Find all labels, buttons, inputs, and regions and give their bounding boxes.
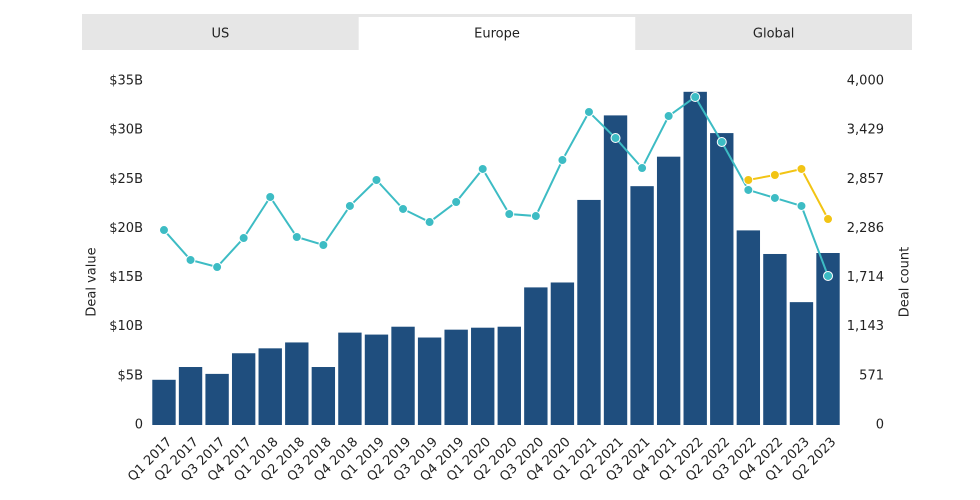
bar (630, 186, 654, 425)
tab[interactable] (358, 17, 636, 53)
line-point (344, 200, 355, 211)
line-point (398, 203, 409, 214)
y-tick-label: 0 (135, 418, 143, 433)
line-point (371, 174, 382, 185)
bar (603, 115, 628, 426)
bar (550, 282, 575, 425)
y-tick-label: $10B (109, 319, 143, 334)
bar (364, 334, 389, 425)
tab-bar: US Europe Global (82, 14, 912, 53)
line-point (743, 174, 754, 185)
line-point (663, 111, 674, 122)
y2-axis-label: Deal count (898, 247, 913, 317)
line-point (583, 106, 594, 117)
line (748, 167, 829, 220)
tab[interactable] (82, 14, 359, 50)
line-point (238, 233, 249, 244)
bar (205, 373, 229, 425)
y2-tick-label: 2,857 (847, 172, 884, 187)
tab-label[interactable]: US (211, 27, 229, 42)
y2-tick-label: 4,000 (847, 74, 884, 89)
bar (789, 302, 814, 425)
line-point (265, 192, 276, 203)
line-point (796, 163, 807, 174)
bar (471, 327, 495, 425)
bar (710, 133, 734, 425)
line-point (796, 200, 807, 211)
line-point (318, 240, 329, 251)
y-tick-label: $5B (118, 368, 143, 383)
line-point (557, 155, 568, 166)
bar (417, 337, 442, 425)
line-point (530, 211, 541, 222)
y-tick-label: $15B (109, 270, 143, 285)
y-tick-label: $20B (109, 221, 143, 236)
tab[interactable] (635, 14, 912, 50)
bar (231, 353, 256, 425)
line-point (769, 192, 780, 203)
line-point (504, 209, 515, 220)
line-point (477, 163, 488, 174)
line-point (212, 262, 223, 273)
bar (656, 156, 681, 425)
line-point (158, 225, 169, 236)
y2-tick-label: 2,286 (847, 221, 884, 236)
tab-label[interactable]: Europe (474, 27, 520, 42)
tab-label[interactable]: Global (753, 27, 794, 42)
line-point (743, 184, 754, 195)
y-tick-label: $25B (109, 172, 143, 187)
line-point (185, 254, 196, 265)
line-point (690, 91, 701, 102)
bar (258, 348, 282, 425)
y2-tick-label: 1,714 (847, 270, 884, 285)
bar (524, 287, 548, 425)
bar (338, 332, 362, 425)
line-point (769, 169, 780, 180)
y2-tick-label: 0 (876, 418, 884, 433)
bar (497, 326, 521, 425)
y2-tick-label: 571 (859, 368, 884, 383)
y-tick-label: $30B (109, 123, 143, 138)
line-point (424, 217, 435, 228)
y-axis-label: Deal value (85, 247, 100, 316)
bar (683, 91, 707, 425)
bar (736, 230, 761, 425)
bar (285, 342, 309, 425)
line-point (451, 197, 462, 208)
line-point (610, 133, 621, 144)
bar (178, 367, 203, 425)
line-point (716, 136, 727, 147)
y-tick-label: $35B (109, 74, 143, 89)
line-point (823, 270, 834, 281)
bar (444, 329, 468, 425)
y2-tick-label: 1,143 (847, 319, 884, 334)
bar (577, 199, 601, 425)
bar (152, 379, 176, 425)
line (163, 95, 829, 277)
bar (816, 253, 840, 425)
line-point (637, 163, 648, 174)
line-point (823, 214, 834, 225)
line-point (291, 232, 302, 243)
bar (391, 326, 415, 425)
bar (311, 367, 336, 425)
bar (763, 253, 787, 425)
y2-tick-label: 3,429 (847, 123, 884, 138)
